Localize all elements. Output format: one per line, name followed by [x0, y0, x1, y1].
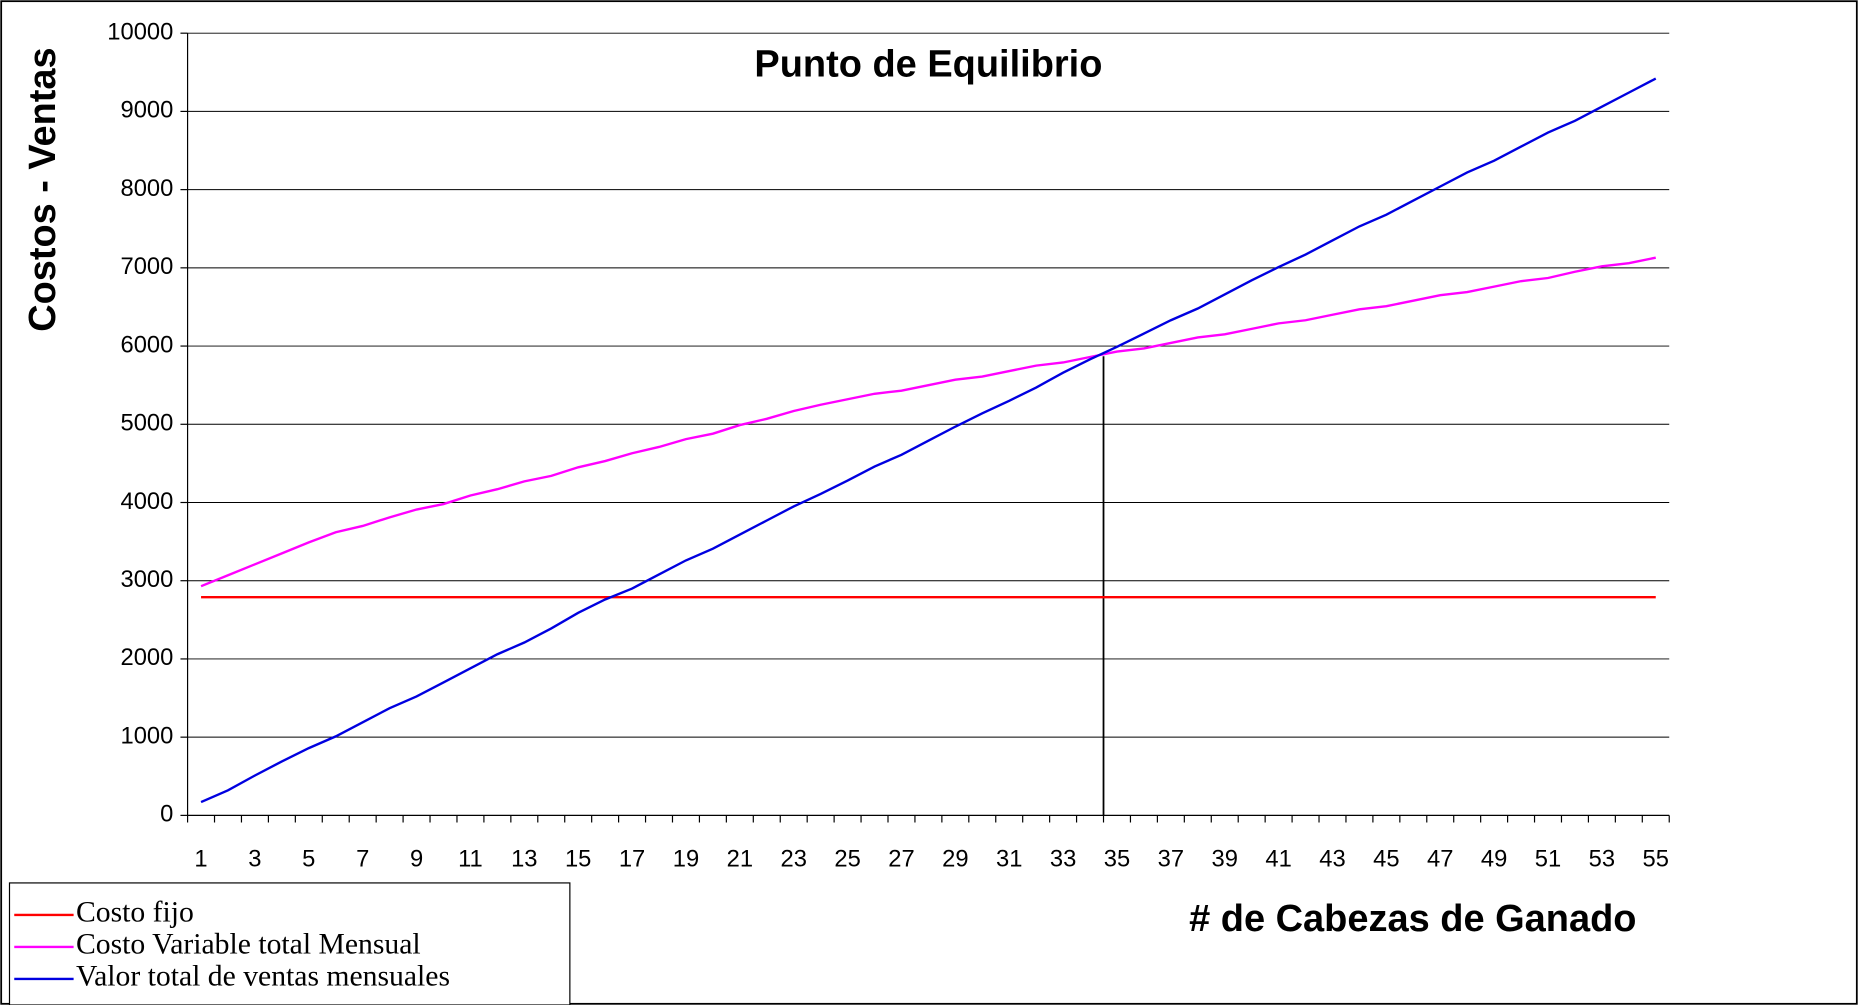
x-tick-label: 37	[1158, 847, 1184, 873]
chart-title: Punto de Equilibrio	[754, 43, 1102, 85]
x-tick-label: 25	[834, 847, 860, 873]
y-tick-label: 1000	[121, 723, 174, 749]
x-tick-label: 43	[1319, 847, 1345, 873]
x-tick-label: 39	[1212, 847, 1238, 873]
x-tick-label: 17	[619, 847, 645, 873]
y-tick-label: 6000	[121, 332, 174, 358]
y-tick-label: 10000	[107, 19, 173, 45]
x-tick-label: 5	[302, 847, 315, 873]
x-tick-label: 7	[356, 847, 369, 873]
x-tick-label: 55	[1643, 847, 1669, 873]
x-tick-label: 23	[781, 847, 807, 873]
x-tick-label: 31	[996, 847, 1022, 873]
y-tick-label: 7000	[121, 254, 174, 280]
x-tick-label: 41	[1265, 847, 1291, 873]
series-line	[200, 256, 1656, 588]
legend-label: Costo Variable total Mensual	[76, 929, 421, 961]
legend-box	[8, 882, 571, 1005]
x-tick-label: 3	[248, 847, 261, 873]
y-axis-label: Costos - Ventas	[22, 47, 64, 331]
x-tick-label: 49	[1481, 847, 1507, 873]
x-tick-label: 11	[458, 847, 483, 873]
y-tick-label: 9000	[121, 98, 174, 124]
x-tick-label: 45	[1373, 847, 1399, 873]
x-axis-label: # de Cabezas de Ganado	[1189, 898, 1636, 940]
x-tick-label: 19	[673, 847, 699, 873]
x-tick-label: 53	[1589, 847, 1615, 873]
x-tick-label: 15	[565, 847, 591, 873]
x-tick-label: 47	[1427, 847, 1453, 873]
legend-label: Valor total de ventas mensuales	[76, 961, 450, 993]
y-tick-label: 4000	[121, 489, 174, 515]
x-tick-label: 27	[888, 847, 914, 873]
x-tick-label: 51	[1535, 847, 1561, 873]
y-tick-label: 3000	[121, 567, 174, 593]
y-tick-label: 5000	[121, 411, 174, 437]
x-tick-label: 29	[942, 847, 968, 873]
x-tick-label: 35	[1104, 847, 1130, 873]
x-tick-label: 1	[194, 847, 207, 873]
y-tick-label: 8000	[121, 176, 174, 202]
x-tick-label: 21	[727, 847, 753, 873]
y-tick-label: 2000	[121, 645, 174, 671]
x-tick-label: 13	[511, 847, 537, 873]
legend-label: Costo fijo	[76, 897, 194, 929]
series-line	[200, 77, 1657, 804]
x-tick-label: 33	[1050, 847, 1076, 873]
x-tick-label: 9	[410, 847, 423, 873]
y-tick-label: 0	[160, 802, 173, 828]
